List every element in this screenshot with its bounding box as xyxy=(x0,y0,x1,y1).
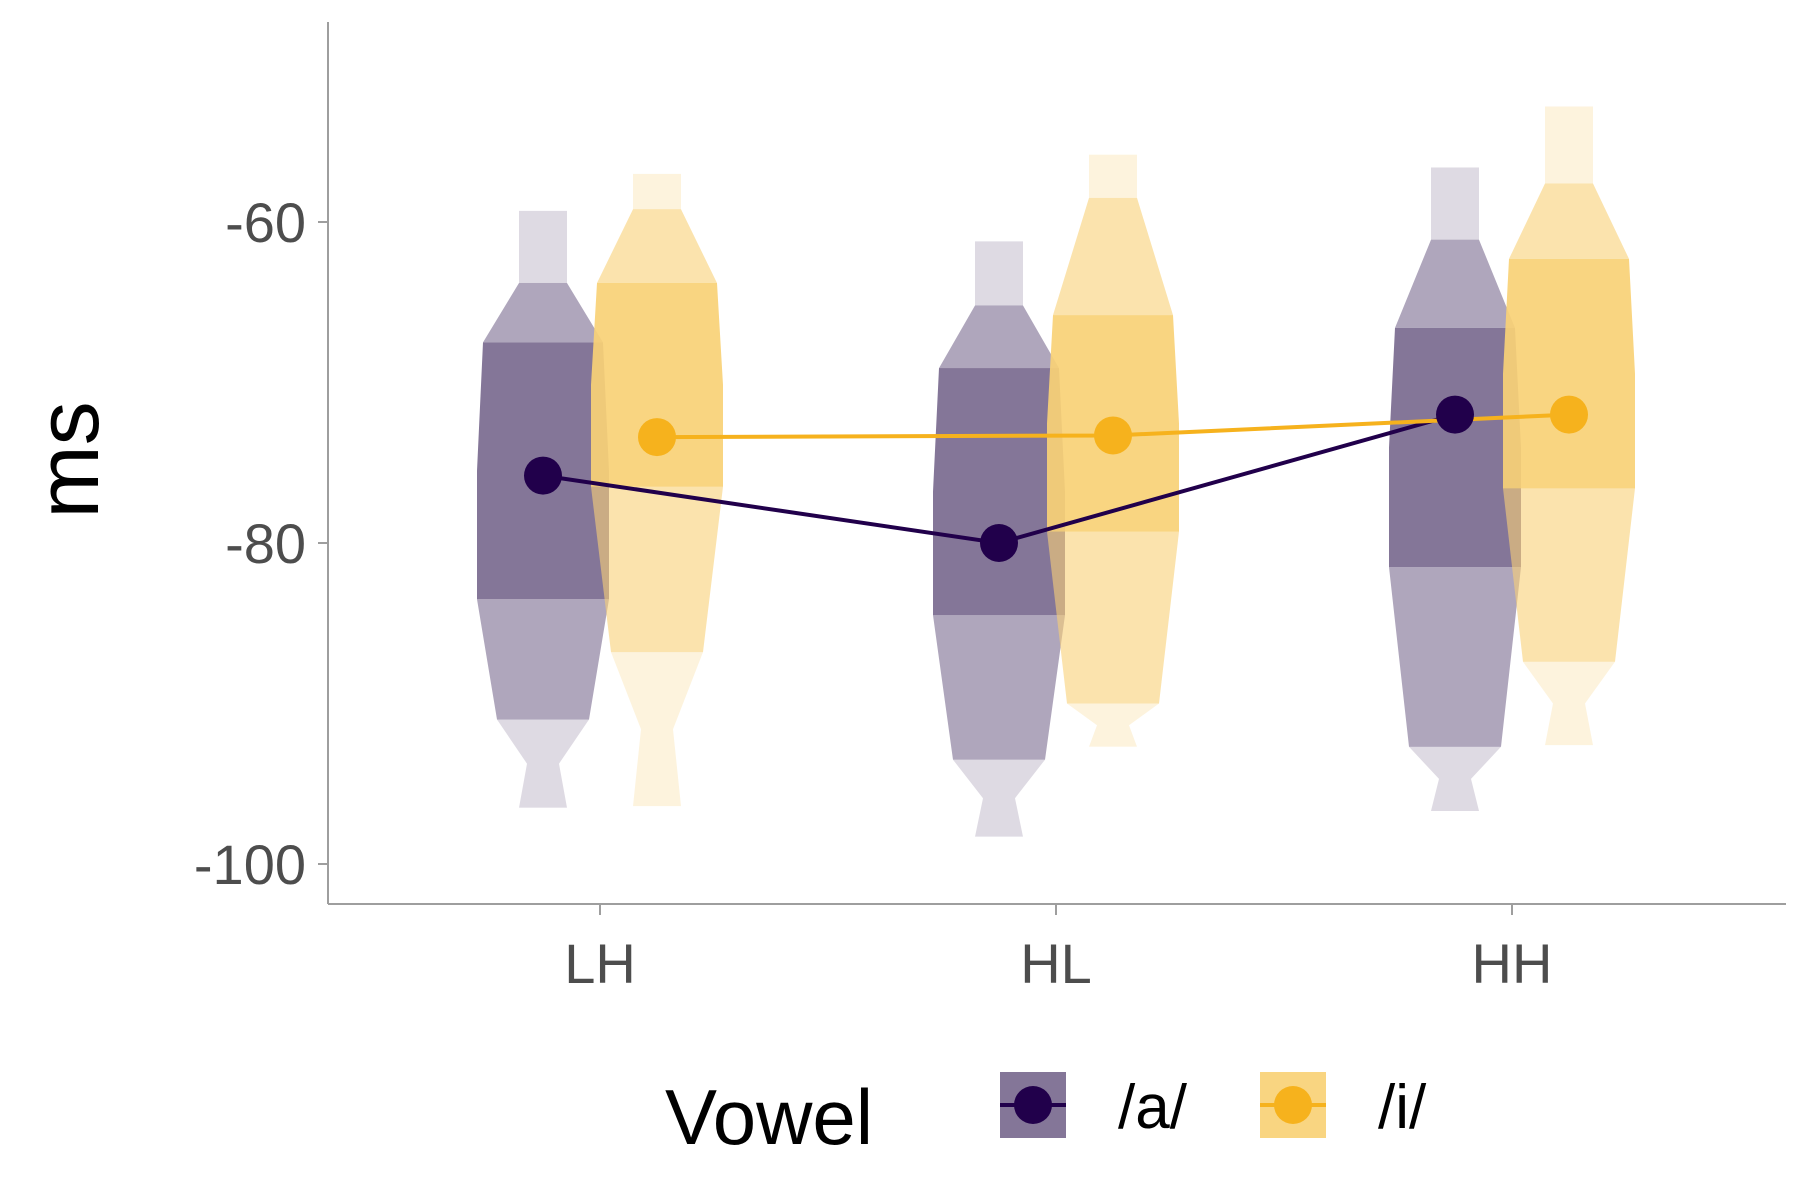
x-axis-ticks: LH HL HH xyxy=(564,904,1552,995)
violin-band xyxy=(1047,197,1179,316)
x-tick-label: HH xyxy=(1472,932,1553,995)
violin-band xyxy=(933,615,1065,760)
violin-band xyxy=(933,368,1065,616)
mean-point xyxy=(638,418,676,457)
violin-band xyxy=(1047,531,1179,704)
y-axis-title: ms xyxy=(18,401,117,518)
violin-band xyxy=(477,599,609,720)
violin-band xyxy=(1503,258,1635,489)
violin-band xyxy=(933,759,1065,837)
violin-band xyxy=(1503,488,1635,662)
violin-band xyxy=(1389,327,1521,568)
mean-point xyxy=(1550,395,1588,434)
legend-key-point xyxy=(1014,1086,1052,1124)
violin-band xyxy=(591,209,723,283)
legend-label-1: /a/ xyxy=(1118,1073,1188,1142)
legend-label-2: /i/ xyxy=(1378,1073,1427,1142)
mean-point xyxy=(980,524,1018,562)
legend-key-point xyxy=(1274,1086,1312,1124)
mean-point xyxy=(524,456,562,495)
violin-band xyxy=(477,719,609,808)
legend-title: Vowel xyxy=(665,1073,873,1161)
violin-band xyxy=(591,173,723,210)
y-axis-ticks: -60 -80 -100 xyxy=(194,191,328,896)
violin-band xyxy=(1047,154,1179,198)
legend: Vowel /a/ /i/ xyxy=(665,1072,1427,1161)
y-tick-label: -100 xyxy=(194,833,306,896)
mean-points xyxy=(524,395,1588,562)
mean-point xyxy=(1436,395,1474,434)
mean-point xyxy=(1094,416,1132,455)
y-tick-label: -60 xyxy=(225,191,306,254)
y-tick-label: -80 xyxy=(225,512,306,575)
violin-band xyxy=(1389,746,1521,811)
violin-band xyxy=(1389,567,1521,747)
x-tick-label: LH xyxy=(564,932,636,995)
violin-band xyxy=(591,486,723,653)
violin-band xyxy=(1503,106,1635,184)
x-tick-label: HL xyxy=(1020,932,1092,995)
